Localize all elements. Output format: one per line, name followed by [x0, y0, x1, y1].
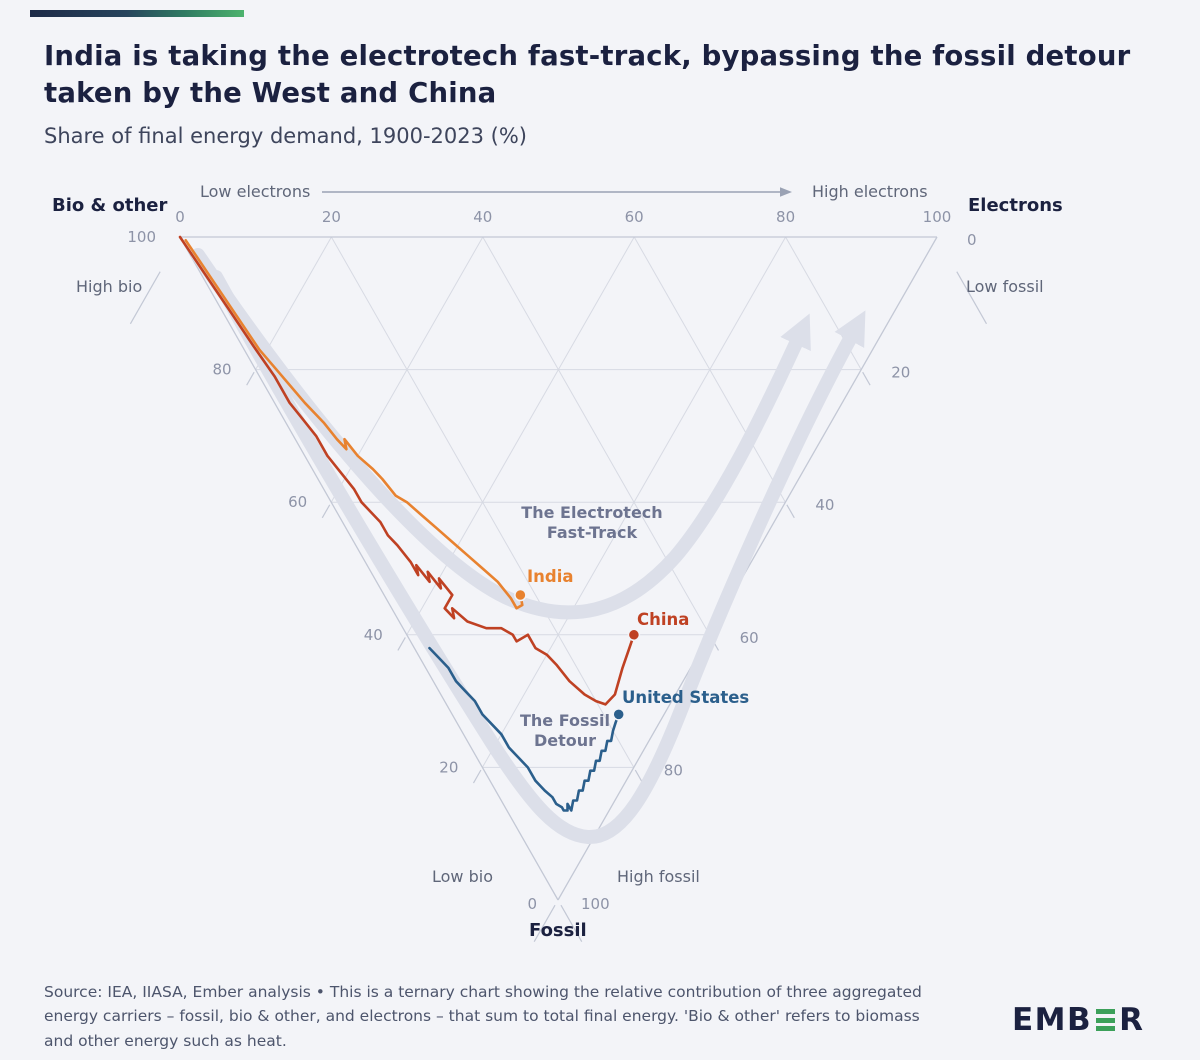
- tick-label-left: 20: [439, 758, 458, 776]
- tick-label-right: 60: [740, 629, 759, 647]
- ternary-chart-svg: 0 20 40 60 80 100 100 80 60 40 20 0 0 20 40 60 80 100: [127, 187, 988, 942]
- top-axis-arrowhead-icon: [780, 187, 792, 197]
- chart-subtitle: Share of final energy demand, 1900-2023 …: [44, 124, 527, 148]
- tick-label-right: 40: [815, 496, 834, 514]
- tick-label-top: 80: [776, 208, 795, 226]
- axis-extension-bottom-right: [560, 904, 583, 942]
- tick-mark-left: [321, 504, 331, 519]
- corner-label-electrons: Electrons: [968, 195, 1063, 216]
- tick-label-right: 80: [664, 761, 683, 779]
- ember-logo-text-after: R: [1119, 1002, 1145, 1038]
- axis-direction-low-electrons: Low electrons: [200, 182, 311, 201]
- axis-extension-top-right: [956, 271, 988, 325]
- annotation-electrotech-fast-track: The Electrotech Fast-Track: [521, 503, 663, 542]
- ember-logo-e-icon: [1096, 1009, 1116, 1031]
- series-endpoint-china: [627, 628, 641, 642]
- tick-label-left: 0: [527, 895, 537, 913]
- source-note: Source: IEA, IIASA, Ember analysis • Thi…: [44, 983, 922, 1050]
- tick-label-top: 20: [322, 208, 341, 226]
- series-label-united-states: United States: [622, 688, 750, 707]
- axis-hint-low-fossil: Low fossil: [966, 277, 1044, 296]
- axis-extension-bottom-left: [533, 904, 556, 942]
- ember-logo-text-before: EMB: [1012, 1002, 1093, 1038]
- fast-track-arrow: [191, 248, 811, 620]
- tick-mark-left: [472, 769, 482, 784]
- series-label-china: China: [637, 610, 690, 629]
- tick-mark-left: [246, 371, 255, 386]
- axis-direction-high-electrons: High electrons: [812, 182, 928, 201]
- tick-label-right: 100: [581, 895, 610, 913]
- tick-mark-left: [397, 637, 406, 651]
- axis-extension-top-left: [129, 271, 161, 325]
- tick-label-right: 0: [967, 231, 977, 249]
- tick-label-top: 0: [175, 208, 185, 226]
- series-line-united-states: [428, 646, 620, 812]
- tick-label-top: 100: [923, 208, 952, 226]
- corner-label-bio-other: Bio & other: [52, 195, 168, 216]
- tick-mark-right: [786, 504, 795, 519]
- tick-label-left: 100: [127, 228, 156, 246]
- series-label-india: India: [527, 567, 574, 586]
- tick-label-top: 60: [625, 208, 644, 226]
- triangle-edge-left: [179, 236, 559, 901]
- triangle-edge-right: [557, 236, 938, 901]
- ember-logo: EMB R: [1012, 1002, 1145, 1038]
- brand-gradient-bar: [30, 10, 244, 17]
- tick-mark-right: [862, 371, 871, 386]
- tick-label-left: 80: [213, 361, 232, 379]
- fossil-detour-arrow: [209, 270, 866, 844]
- gridline-electrons: [633, 236, 786, 503]
- gridline-bio: [406, 236, 635, 636]
- gridline-electrons: [482, 236, 711, 636]
- series-line-india: [184, 239, 524, 610]
- axis-hint-high-bio: High bio: [76, 277, 143, 296]
- tick-label-right: 20: [891, 364, 910, 382]
- corner-label-fossil: Fossil: [529, 920, 587, 941]
- chart-title: India is taking the electrotech fast-tra…: [44, 40, 1131, 109]
- tick-label-top: 40: [473, 208, 492, 226]
- ternary-chart-area: 0 20 40 60 80 100 100 80 60 40 20 0 0 20 40 60 80 100 Bio…: [0, 165, 1200, 965]
- axis-hint-low-bio: Low bio: [432, 867, 493, 886]
- tick-label-left: 40: [364, 626, 383, 644]
- annotation-fossil-detour: The Fossil Detour: [519, 711, 610, 750]
- series-endpoint-india: [514, 588, 527, 602]
- axis-hint-high-fossil: High fossil: [617, 867, 700, 886]
- series-line-china: [178, 235, 636, 706]
- series-endpoint-united-states: [612, 708, 625, 721]
- tick-label-left: 60: [288, 493, 307, 511]
